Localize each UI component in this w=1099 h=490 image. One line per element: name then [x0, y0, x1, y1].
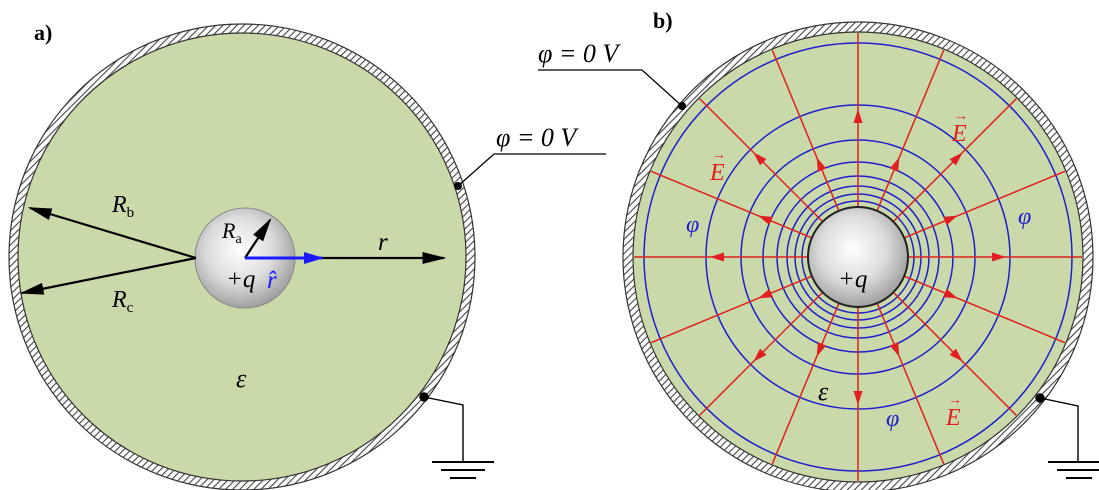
field-arrowhead: [753, 152, 767, 166]
field-line: [903, 170, 1066, 239]
equipotential-label-2: φ: [1018, 204, 1031, 230]
equipotential-label-3: φ: [886, 406, 899, 432]
permittivity-label-a: ε: [236, 364, 247, 393]
field-arrowhead: [816, 157, 827, 172]
panel-a-label: a): [34, 20, 52, 45]
permittivity-label-b: ε: [818, 377, 829, 406]
svg-text:→: →: [712, 148, 726, 163]
panel-b: b) +q ε E → E → E → φ φ φ φ = 0 V: [538, 8, 1099, 490]
radius-b-label: Rb: [111, 192, 134, 221]
field-arrowhead: [889, 157, 900, 172]
field-arrowhead: [816, 342, 827, 357]
potential-leader-a: [457, 153, 495, 187]
charge-label-a: +q: [226, 266, 255, 293]
potential-label-a: φ = 0 V: [496, 123, 579, 152]
field-arrowhead: [943, 288, 958, 299]
field-label-1: E →: [951, 109, 968, 147]
inner-sphere-b: [807, 206, 909, 308]
panel-a: a) Rb Rc Ra +q r̂ r ε φ = 0 V: [8, 20, 606, 490]
field-arrowhead: [758, 215, 773, 226]
field-arrowhead: [853, 391, 863, 405]
field-arrowhead: [943, 215, 958, 226]
radius-a-label: Ra: [221, 218, 242, 247]
ground-icon: [1035, 393, 1099, 479]
field-line: [876, 49, 945, 212]
r-hat-label: r̂: [267, 267, 277, 294]
panel-b-label: b): [653, 8, 673, 33]
field-arrowhead: [853, 109, 863, 123]
radius-c-arrow: [19, 256, 197, 295]
potential-label-b: φ = 0 V: [538, 39, 621, 68]
radius-a-arrow: [244, 217, 272, 259]
field-line: [650, 275, 813, 344]
svg-text:→: →: [948, 393, 962, 408]
radius-b-arrow: [27, 206, 197, 260]
field-arrowhead: [753, 348, 767, 362]
ground-icon: [419, 392, 494, 479]
field-lines: [634, 33, 1082, 481]
field-arrowhead: [992, 252, 1006, 262]
field-label-2: E →: [709, 148, 726, 186]
field-arrowhead: [889, 342, 900, 357]
r-label: r: [378, 229, 388, 256]
equipotential-label-1: φ: [686, 212, 699, 238]
potential-contact-dot-b: [678, 102, 686, 110]
field-line: [771, 49, 840, 212]
field-line: [771, 302, 840, 465]
field-arrowhead: [758, 288, 773, 299]
svg-text:E: E: [945, 405, 961, 431]
field-line: [650, 170, 813, 239]
field-line: [903, 275, 1066, 344]
radius-c-label: Rc: [111, 287, 134, 316]
field-label-3: E →: [945, 393, 962, 431]
potential-contact-dot-a: [454, 182, 462, 190]
svg-text:E: E: [951, 121, 967, 147]
potential-leader-b: [641, 69, 683, 107]
field-arrowhead: [949, 348, 963, 362]
svg-text:→: →: [954, 109, 968, 124]
field-arrowhead: [710, 252, 724, 262]
field-line: [876, 302, 945, 465]
svg-text:E: E: [709, 160, 725, 186]
charge-label-b: +q: [838, 266, 867, 293]
field-arrowhead: [949, 152, 963, 166]
